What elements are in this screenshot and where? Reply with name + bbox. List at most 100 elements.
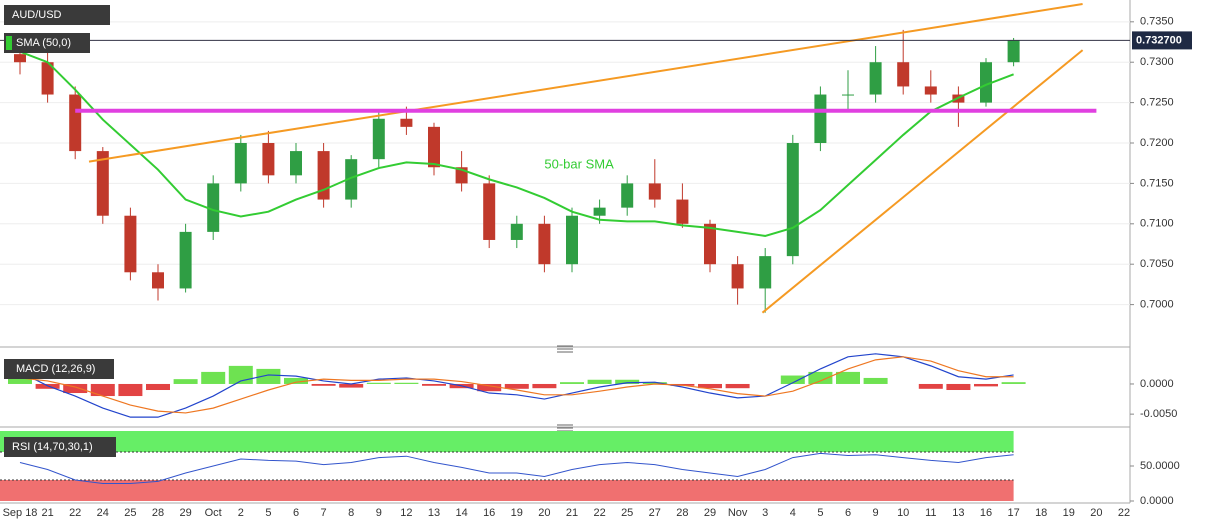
candle-body <box>317 151 330 200</box>
x-tick-label: Sep 18 <box>3 507 38 519</box>
trendline <box>761 49 1084 314</box>
candle-body <box>786 143 799 257</box>
last-price-label: 0.732700 <box>1136 34 1182 46</box>
macd-histogram-bar <box>366 382 391 384</box>
symbol-label: AUD/USD <box>12 9 62 21</box>
candle-body <box>69 94 82 152</box>
candle-body <box>759 256 772 289</box>
macd-histogram-bar <box>146 383 170 391</box>
label-layer: AUD/USD SMA (50,0) MACD (12,26,9) RSI (1… <box>3 5 1192 519</box>
macd-line <box>19 353 1014 418</box>
oversold-band <box>0 480 1014 501</box>
x-tick-label: Nov <box>728 507 748 519</box>
x-tick-label: 9 <box>873 507 879 519</box>
candle-body <box>41 62 54 95</box>
candle-body <box>179 231 192 289</box>
macd-histogram-bar <box>1001 382 1026 384</box>
macd-histogram-bar <box>339 383 364 388</box>
candle-body <box>621 183 634 208</box>
candle-body <box>124 215 137 273</box>
rsi-label: RSI (14,70,30,1) <box>12 441 93 453</box>
macd-histogram-bar <box>836 371 860 384</box>
x-tick-label: 12 <box>400 507 412 519</box>
y-tick-label: 50.0000 <box>1140 460 1180 472</box>
macd-histogram-bar <box>8 377 32 384</box>
overbought-band <box>0 431 1014 452</box>
x-tick-label: 27 <box>649 507 661 519</box>
x-tick-label: 28 <box>152 507 164 519</box>
candle-body <box>897 62 910 87</box>
symbol-box <box>4 5 110 25</box>
x-tick-label: 6 <box>845 507 851 519</box>
macd-label-box <box>4 359 114 379</box>
candle-body <box>814 94 827 144</box>
candle-body <box>14 54 26 63</box>
y-tick-label: 0.7000 <box>1140 299 1174 311</box>
macd-histogram-bar <box>201 371 226 384</box>
candle-body <box>869 62 882 95</box>
macd-label: MACD (12,26,9) <box>16 363 95 375</box>
x-tick-label: 24 <box>97 507 109 519</box>
candle-body <box>290 151 302 176</box>
trendline <box>88 3 1083 163</box>
x-tick-label: 18 <box>1035 507 1047 519</box>
x-tick-label: 28 <box>676 507 688 519</box>
x-tick-label: 16 <box>980 507 992 519</box>
pane-handle[interactable] <box>557 345 573 353</box>
y-tick-label: -0.0050 <box>1140 408 1177 420</box>
x-tick-label: 3 <box>762 507 768 519</box>
macd-histogram-bar <box>90 383 115 397</box>
x-tick-label: 19 <box>1063 507 1075 519</box>
candle-body <box>428 126 440 168</box>
candle-body <box>510 223 523 240</box>
x-tick-label: 2 <box>238 507 244 519</box>
plot-layer: 50-bar SMA <box>0 3 1130 501</box>
x-tick-label: 9 <box>376 507 382 519</box>
sma-line <box>19 50 1014 237</box>
x-tick-label: 29 <box>179 507 191 519</box>
x-tick-label: 8 <box>348 507 354 519</box>
x-tick-label: 22 <box>69 507 81 519</box>
macd-histogram-bar <box>394 382 419 384</box>
x-tick-label: 25 <box>124 507 136 519</box>
x-tick-label: 21 <box>566 507 578 519</box>
candle-body <box>593 207 606 216</box>
candle-body <box>400 118 413 127</box>
x-tick-label: 10 <box>897 507 909 519</box>
macd-histogram-bar <box>780 375 805 384</box>
x-tick-label: 13 <box>952 507 964 519</box>
macd-histogram-bar <box>642 382 667 384</box>
candle-body <box>152 272 164 289</box>
x-tick-label: 7 <box>321 507 327 519</box>
candle-body <box>648 183 661 200</box>
macd-histogram-bar <box>63 383 88 394</box>
x-tick-label: 22 <box>593 507 605 519</box>
x-tick-label: 13 <box>428 507 440 519</box>
y-tick-label: 0.7100 <box>1140 218 1174 230</box>
candle-body <box>262 143 275 176</box>
x-tick-label: 22 <box>1118 507 1130 519</box>
candle-body <box>345 159 358 200</box>
candle-body <box>483 183 496 240</box>
macd-histogram-bar <box>284 377 308 384</box>
candle-body <box>566 215 578 265</box>
macd-histogram-bar <box>725 383 750 389</box>
macd-histogram-bar <box>311 383 336 386</box>
x-tick-label: 6 <box>293 507 299 519</box>
macd-histogram-bar <box>974 383 998 387</box>
x-tick-label: 20 <box>538 507 550 519</box>
y-tick-label: 0.7300 <box>1140 56 1174 68</box>
x-tick-label: 20 <box>1090 507 1102 519</box>
candle-body <box>980 62 992 103</box>
rsi-label-box <box>4 437 116 457</box>
macd-histogram-bar <box>477 383 502 392</box>
macd-histogram-bar <box>256 368 281 384</box>
macd-histogram-bar <box>560 382 584 384</box>
macd-histogram-bar <box>918 383 943 389</box>
sma-annotation: 50-bar SMA <box>544 156 614 171</box>
candle-body <box>372 118 385 160</box>
y-tick-label: 0.0000 <box>1140 495 1174 507</box>
candle-body <box>704 223 716 265</box>
y-tick-label: 0.7150 <box>1140 177 1174 189</box>
